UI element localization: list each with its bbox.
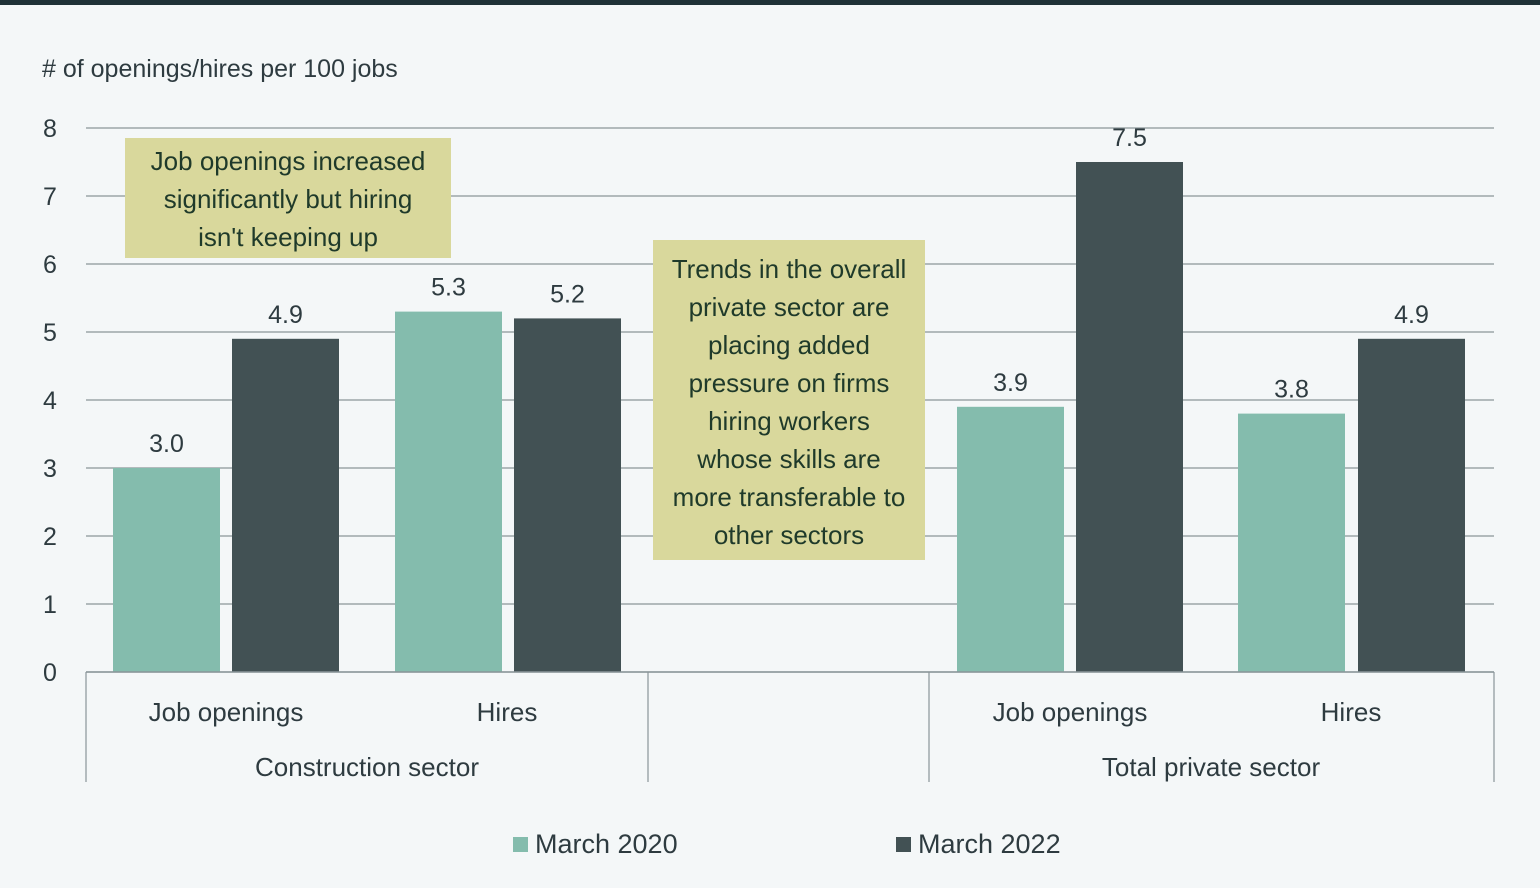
annotation-private-sector: Trends in the overall private sector are… xyxy=(653,240,925,560)
y-tick-label: 3 xyxy=(43,455,57,483)
x-tick-label: Hires xyxy=(477,697,538,727)
annotation-line: placing added xyxy=(708,330,870,360)
bar xyxy=(514,318,621,672)
bar-value-label: 4.9 xyxy=(268,301,303,329)
bar xyxy=(113,468,220,672)
annotation-line: more transferable to xyxy=(672,482,906,512)
annotation-line: significantly but hiring xyxy=(163,184,413,214)
bar-value-label: 4.9 xyxy=(1394,301,1429,329)
group-label: Total private sector xyxy=(1102,752,1321,782)
legend-item-march-2020: March 2020 xyxy=(513,826,678,862)
y-tick-label: 7 xyxy=(43,183,57,211)
annotation-line: Job openings increased xyxy=(150,146,426,176)
bar-value-label: 7.5 xyxy=(1112,124,1147,152)
y-tick-label: 0 xyxy=(43,659,57,687)
bar-value-label: 3.0 xyxy=(149,430,184,458)
annotation-line: pressure on firms xyxy=(688,368,890,398)
bar xyxy=(957,406,1064,672)
annotation-line: whose skills are xyxy=(697,444,881,474)
bar-value-label: 3.9 xyxy=(993,369,1028,397)
legend-item-march-2022: March 2022 xyxy=(896,826,1061,862)
bar xyxy=(1358,338,1465,672)
annotation-line: private sector are xyxy=(688,292,890,322)
bar-value-label: 3.8 xyxy=(1274,376,1309,404)
bar-value-label: 5.3 xyxy=(431,274,466,302)
annotation-line: Trends in the overall xyxy=(671,254,907,284)
top-rule xyxy=(0,0,1540,5)
y-tick-label: 5 xyxy=(43,319,57,347)
legend-swatch xyxy=(513,836,528,852)
bar xyxy=(1076,162,1183,672)
legend-label: March 2022 xyxy=(918,828,1061,859)
annotation-line: hiring workers xyxy=(708,406,870,436)
bar xyxy=(395,311,502,672)
annotation-line: isn't keeping up xyxy=(198,222,378,252)
y-tick-label: 6 xyxy=(43,251,57,279)
bar xyxy=(1238,413,1345,672)
bar xyxy=(232,338,339,672)
x-tick-label: Job openings xyxy=(993,697,1148,727)
y-tick-label: 1 xyxy=(43,591,57,619)
y-axis-label: # of openings/hires per 100 jobs xyxy=(42,55,398,83)
annotation-line: other sectors xyxy=(713,520,865,550)
legend-label: March 2020 xyxy=(535,828,678,859)
legend-swatch xyxy=(896,836,911,852)
bar-value-label: 5.2 xyxy=(550,280,585,308)
group-label: Construction sector xyxy=(255,752,479,782)
x-tick-label: Hires xyxy=(1321,697,1382,727)
x-tick-label: Job openings xyxy=(149,697,304,727)
y-tick-label: 2 xyxy=(43,523,57,551)
y-tick-label: 8 xyxy=(43,115,57,143)
annotation-construction: Job openings increased significantly but… xyxy=(125,138,451,258)
y-tick-label: 4 xyxy=(43,387,57,415)
